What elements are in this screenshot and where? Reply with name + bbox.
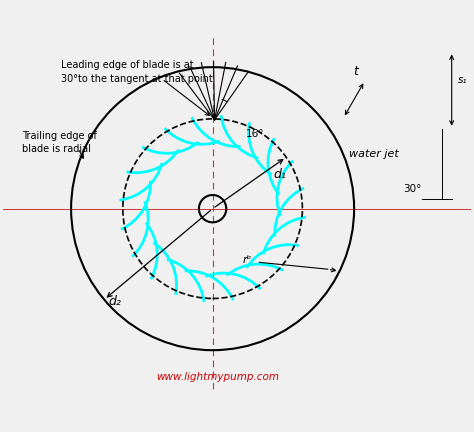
Text: t: t (354, 65, 358, 78)
Text: 30°: 30° (403, 184, 422, 194)
Text: Leading edge of blade is at
30°to the tangent at that point: Leading edge of blade is at 30°to the ta… (61, 60, 213, 83)
Text: water jet: water jet (349, 149, 399, 159)
Text: d₂: d₂ (109, 295, 121, 308)
Text: www.lightmypump.com: www.lightmypump.com (156, 372, 279, 381)
Text: Trailing edge of
blade is radial: Trailing edge of blade is radial (22, 131, 97, 154)
Text: rᵇ: rᵇ (242, 255, 252, 265)
Text: d₁: d₁ (273, 168, 286, 181)
Text: s₁: s₁ (457, 75, 467, 86)
Text: 16°: 16° (246, 129, 264, 139)
